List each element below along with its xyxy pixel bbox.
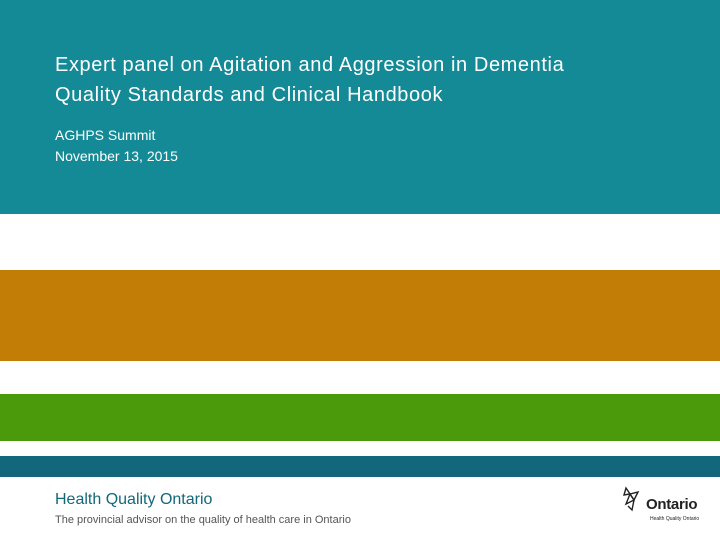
ontario-logo: Ontario Health Quality Ontario: [620, 484, 710, 528]
orange-band: [0, 270, 720, 361]
ontario-wordmark: Ontario: [646, 496, 698, 513]
green-band: [0, 394, 720, 441]
trillium-icon: [623, 486, 640, 512]
slide-title: Expert panel on Agitation and Aggression…: [55, 50, 695, 110]
header-band: Expert panel on Agitation and Aggression…: [0, 0, 720, 214]
slide-title-line-2: Quality Standards and Clinical Handbook: [55, 84, 444, 106]
slide-title-line-1: Expert panel on Agitation and Aggression…: [55, 54, 565, 76]
event-date: November 13, 2015: [55, 148, 178, 164]
logo-subtext: Health Quality Ontario: [650, 516, 700, 522]
slide-subtitle: AGHPS Summit November 13, 2015: [55, 125, 178, 167]
footer-organization: Health Quality Ontario: [55, 491, 213, 508]
footer-tagline: The provincial advisor on the quality of…: [55, 514, 351, 526]
teal-band: [0, 456, 720, 477]
event-name: AGHPS Summit: [55, 127, 156, 143]
